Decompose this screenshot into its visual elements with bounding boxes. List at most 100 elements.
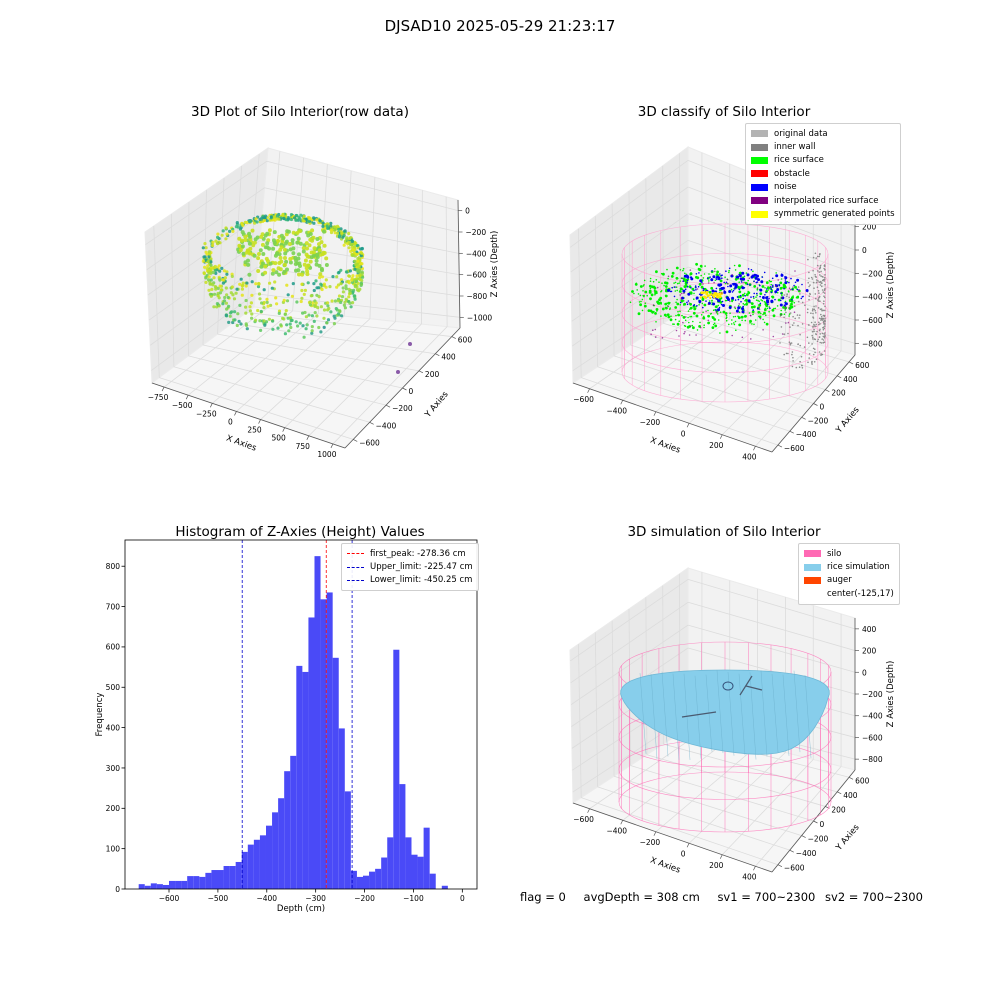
- raw-point: [218, 269, 222, 273]
- classify-inner-wall-point: [811, 362, 813, 364]
- classify-y-tick: [777, 444, 783, 448]
- classify-noise-point: [796, 278, 800, 282]
- raw-point: [252, 253, 257, 258]
- classify-rice-surface-point: [671, 271, 675, 275]
- classify-interpolated-point: [683, 332, 685, 335]
- raw-point: [244, 311, 248, 315]
- raw-y-tick-label: −200: [392, 404, 413, 413]
- classify-rice-surface-point: [762, 313, 764, 316]
- classify-inner-wall-point: [815, 305, 817, 307]
- classify-interpolated-point: [788, 307, 790, 309]
- classify-inner-wall-point: [809, 284, 811, 286]
- classify-rice-surface-point: [712, 323, 715, 326]
- classify-inner-wall-point: [807, 258, 809, 261]
- raw-point: [304, 327, 308, 331]
- classify-inner-wall-point: [808, 353, 811, 355]
- classify-inner-wall-point: [808, 342, 810, 344]
- raw-point: [347, 281, 351, 285]
- raw-x-tick: [185, 395, 189, 400]
- classify-rice-surface-point: [672, 323, 674, 325]
- classify-interpolated-point: [777, 279, 779, 281]
- raw-point: [221, 281, 225, 285]
- classify-grid-y: [611, 203, 615, 356]
- classify-rice-surface-point: [753, 285, 757, 288]
- raw-point: [279, 323, 283, 327]
- classify-x-tick-label: 400: [742, 452, 757, 461]
- raw-point: [326, 226, 330, 230]
- histogram-bar: [362, 875, 370, 889]
- classify-rice-surface-point: [650, 293, 654, 297]
- classify-inner-wall-point: [819, 274, 821, 276]
- classify-inner-wall-point: [822, 321, 825, 324]
- histogram-bar: [247, 844, 254, 889]
- classify-inner-wall-point: [790, 342, 793, 344]
- classify-grid-y-floor: [613, 355, 802, 418]
- classify-rice-surface-point: [767, 289, 770, 291]
- classify-rice-surface-point: [734, 320, 737, 323]
- raw-point: [267, 317, 271, 321]
- simulation-x-axis-line: [572, 802, 773, 873]
- classify-rice-surface-point: [676, 298, 678, 301]
- histogram-bar: [350, 870, 357, 889]
- raw-point: [301, 246, 306, 251]
- classify-rice-surface-point: [734, 307, 737, 310]
- raw-point: [320, 268, 324, 273]
- raw-point: [223, 276, 227, 280]
- raw-point: [351, 253, 355, 257]
- classify-noise-point: [710, 278, 714, 282]
- raw-point: [352, 294, 356, 298]
- raw-point: [351, 290, 355, 294]
- classify-inner-wall-point: [798, 317, 800, 319]
- raw-point: [353, 259, 357, 263]
- raw-point: [243, 238, 248, 242]
- raw-point: [283, 312, 287, 316]
- raw-point: [248, 309, 252, 313]
- simulation-z-tick-label: 200: [862, 647, 877, 656]
- classify-inner-wall-point: [801, 323, 804, 325]
- classify-rice-surface-point: [664, 302, 668, 306]
- raw-point: [335, 231, 339, 235]
- raw-point: [240, 287, 244, 291]
- classify-inner-wall-point: [812, 316, 814, 318]
- classify-noise-point: [774, 290, 778, 294]
- classify-rice-surface-point: [766, 286, 770, 289]
- raw-point: [314, 258, 319, 263]
- classify-rice-surface-point: [734, 269, 737, 271]
- classify-inner-wall-point: [785, 311, 787, 314]
- simulation-x-tick-label: −600: [573, 815, 594, 824]
- classify-inner-wall-point: [813, 325, 816, 327]
- raw-point: [322, 316, 326, 320]
- classify-rice-surface-point: [653, 310, 655, 313]
- raw-point: [247, 241, 252, 246]
- raw-point: [260, 242, 265, 247]
- classify-inner-wall-point: [814, 274, 816, 276]
- classify-noise-point: [698, 293, 701, 296]
- classify-inner-wall-point: [814, 275, 817, 278]
- classify-inner-wall-point: [811, 309, 814, 312]
- raw-axes-box: −750−500−25002505007501000−600−400−20002…: [144, 146, 500, 459]
- classify-inner-wall-point: [811, 334, 813, 337]
- legend-swatch: [751, 170, 768, 178]
- classify-rice-surface-point: [654, 312, 657, 315]
- raw-point: [325, 224, 329, 228]
- histogram-y-tick-label: 100: [106, 844, 121, 853]
- raw-point: [262, 218, 267, 222]
- simulation-y-tick-label: 400: [843, 791, 858, 800]
- raw-point: [232, 297, 237, 301]
- raw-point: [230, 274, 234, 278]
- classify-noise-point: [802, 295, 804, 298]
- classify-inner-wall-point: [819, 284, 822, 286]
- classify-rice-surface-point: [708, 290, 712, 294]
- classify-inner-wall-point: [817, 300, 820, 302]
- raw-point: [283, 256, 287, 260]
- classify-noise-point: [740, 281, 743, 283]
- classify-z-tick-label: −600: [862, 316, 883, 325]
- classify-noise-point: [735, 282, 737, 285]
- classify-rice-surface-point: [676, 289, 678, 292]
- raw-point: [244, 284, 248, 288]
- raw-point: [213, 285, 217, 289]
- raw-point: [240, 284, 244, 288]
- histogram-bar: [253, 839, 260, 889]
- classify-rice-surface-point: [762, 318, 764, 321]
- classify-rice-surface-point: [772, 314, 776, 318]
